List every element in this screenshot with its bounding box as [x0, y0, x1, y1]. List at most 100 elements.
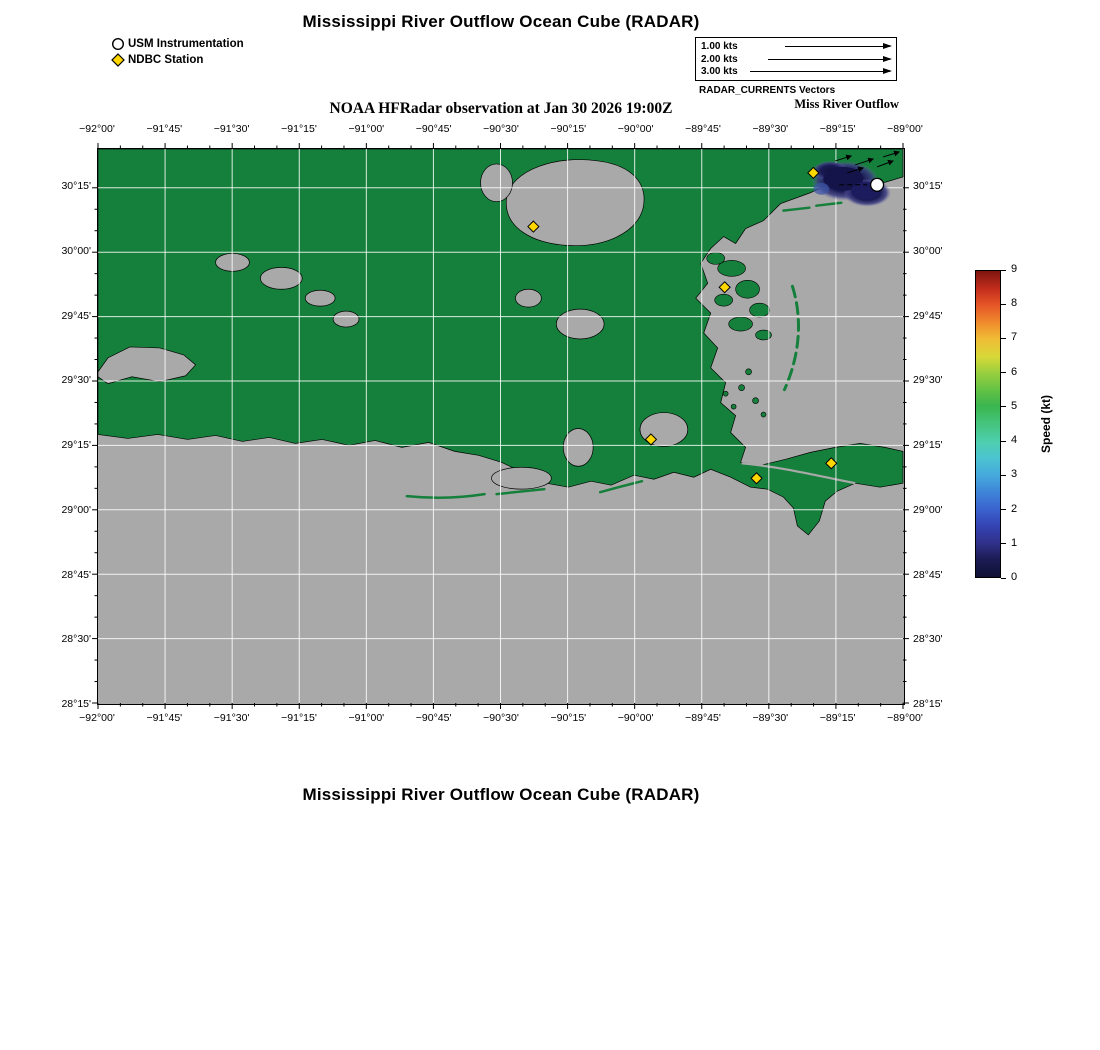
axis-tick-label: 29°00': [61, 503, 91, 516]
marsh-island: [728, 316, 753, 332]
axis-tick-label: 28°45': [61, 568, 91, 581]
colorbar-gradient: [976, 271, 1000, 577]
breton-islet: [722, 390, 729, 397]
axis-tick-label: 30°15': [913, 180, 943, 192]
axis-tick-label: −90°45': [415, 712, 452, 724]
grand-lake: [260, 267, 303, 290]
vector-scale-row: 3.00 kts: [701, 66, 892, 77]
colorbar-tick-label: 6: [1011, 365, 1018, 378]
colorbar-tick-label: 5: [1011, 399, 1018, 412]
axis-tick-label: 29°45': [913, 309, 943, 322]
colorbar-tick-label: 1: [1011, 536, 1018, 549]
colorbar-tick-label: 7: [1011, 331, 1018, 344]
colorbar-tick: [1001, 303, 1006, 305]
sound-barrier-island: [782, 206, 811, 212]
ndbc-station-marker[interactable]: [644, 433, 658, 446]
axis-tick-label: −89°45': [685, 712, 721, 724]
lac-des-allemands: [515, 288, 542, 308]
axis-tick-label: 29°00': [913, 503, 943, 516]
axis-tick-label: −92°00': [79, 712, 115, 724]
axis-tick-label: −89°00': [887, 712, 923, 724]
mississippi-river-channel: [741, 462, 856, 485]
usm-instrument-marker[interactable]: [869, 177, 885, 192]
ndbc-station-marker[interactable]: [527, 220, 540, 233]
ndbc-station-marker[interactable]: [825, 457, 838, 470]
grand-isle: [598, 479, 644, 494]
colorbar-tick-label: 3: [1011, 468, 1018, 481]
colorbar-tick-label: 2: [1011, 502, 1018, 515]
colorbar-tick: [1001, 269, 1006, 271]
vector-scale-label-2kt: 2.00 kts: [701, 53, 738, 65]
axis-tick-label: 28°30': [913, 633, 943, 646]
axis-tick-label: 30°00': [61, 244, 91, 257]
lake-salvador: [555, 308, 605, 340]
axis-tick-label: 28°15': [61, 698, 91, 710]
axis-tick-label: 28°15': [913, 698, 943, 710]
axis-tick-label: 29°30': [913, 374, 943, 387]
legend-ndbc-label: NDBC Station: [128, 54, 204, 66]
station-marker-layer: [527, 166, 885, 485]
vector-site-label: Miss River Outflow: [794, 97, 899, 111]
colorbar-tick: [1001, 372, 1006, 374]
breton-islet: [752, 397, 759, 404]
axis-tick-label: −89°15': [819, 712, 856, 724]
axis-tick-label: −90°00': [617, 123, 654, 135]
axis-tick-label: −91°00': [348, 712, 385, 724]
lake-maurepas: [480, 163, 513, 203]
axis-tick-label: 30°15': [61, 180, 91, 192]
ndbc-station-marker[interactable]: [750, 472, 763, 485]
marsh-island: [717, 260, 746, 277]
vector-scale-box: 1.00 kts 2.00 kts 3.00 kts: [695, 37, 897, 81]
marsh-island: [755, 329, 772, 341]
breton-islet: [730, 403, 737, 410]
axis-tick-label: −91°15': [281, 712, 317, 724]
axis-tick-label: −89°15': [819, 123, 856, 135]
ndbc-diamond-icon: [111, 53, 125, 67]
axis-tick-label: 28°30': [61, 633, 91, 646]
axis-tick-label: 30°00': [913, 244, 943, 257]
legend-row-usm: USM Instrumentation: [111, 36, 244, 52]
vector-scale-arrow-1kt: [785, 43, 892, 49]
axis-tick-label: −91°45': [146, 123, 183, 135]
ndbc-station-marker[interactable]: [807, 166, 820, 180]
vector-scale-label-1kt: 1.00 kts: [701, 41, 738, 52]
vector-scale-arrow-3kt: [750, 68, 892, 74]
colorbar: [975, 270, 1001, 578]
colorbar-tick: [1001, 577, 1006, 579]
colorbar-tick: [1001, 509, 1006, 511]
colorbar-tick: [1001, 337, 1006, 339]
islands-layer: [405, 201, 843, 499]
vector-caption: RADAR_CURRENTS Vectors: [699, 85, 836, 96]
lake-verret: [332, 310, 360, 328]
colorbar-tick: [1001, 440, 1006, 442]
colorbar-tick: [1001, 406, 1006, 408]
timbalier-island: [495, 487, 546, 496]
marsh-island: [749, 302, 770, 318]
legend-usm-label: USM Instrumentation: [128, 38, 244, 50]
colorbar-tick: [1001, 543, 1006, 545]
map-subtitle: NOAA HFRadar observation at Jan 30 2026 …: [329, 100, 673, 117]
map-legend: USM Instrumentation NDBC Station: [111, 36, 244, 68]
axis-tick-label: −91°00': [348, 123, 385, 135]
isles-dernieres: [405, 492, 486, 499]
axis-tick-label: −89°45': [685, 123, 721, 135]
breton-islet: [745, 368, 752, 376]
little-lake: [562, 428, 594, 467]
breton-islet: [760, 411, 767, 418]
axis-tick-label: −91°30': [213, 712, 250, 724]
axis-tick-label: −91°45': [146, 712, 183, 724]
terrebonne-bay: [491, 466, 552, 490]
vector-scale-arrow-2kt: [768, 55, 892, 62]
colorbar-tick-label: 4: [1011, 434, 1018, 447]
axis-tick-label: 29°15': [913, 439, 943, 451]
colorbar-label: Speed (kt): [1039, 395, 1053, 454]
axis-tick-label: −89°30': [752, 712, 789, 724]
axis-tick-label: −89°00': [887, 123, 923, 135]
current-vector-layer: [835, 150, 900, 186]
axis-tick-label: −90°00': [617, 712, 654, 724]
ndbc-station-marker[interactable]: [718, 281, 731, 294]
figure-bottom-title: Mississippi River Outflow Ocean Cube (RA…: [302, 785, 700, 804]
vector-scale-label-3kt: 3.00 kts: [701, 66, 738, 77]
usm-circle-icon: [111, 37, 125, 51]
map-canvas[interactable]: [92, 143, 909, 709]
